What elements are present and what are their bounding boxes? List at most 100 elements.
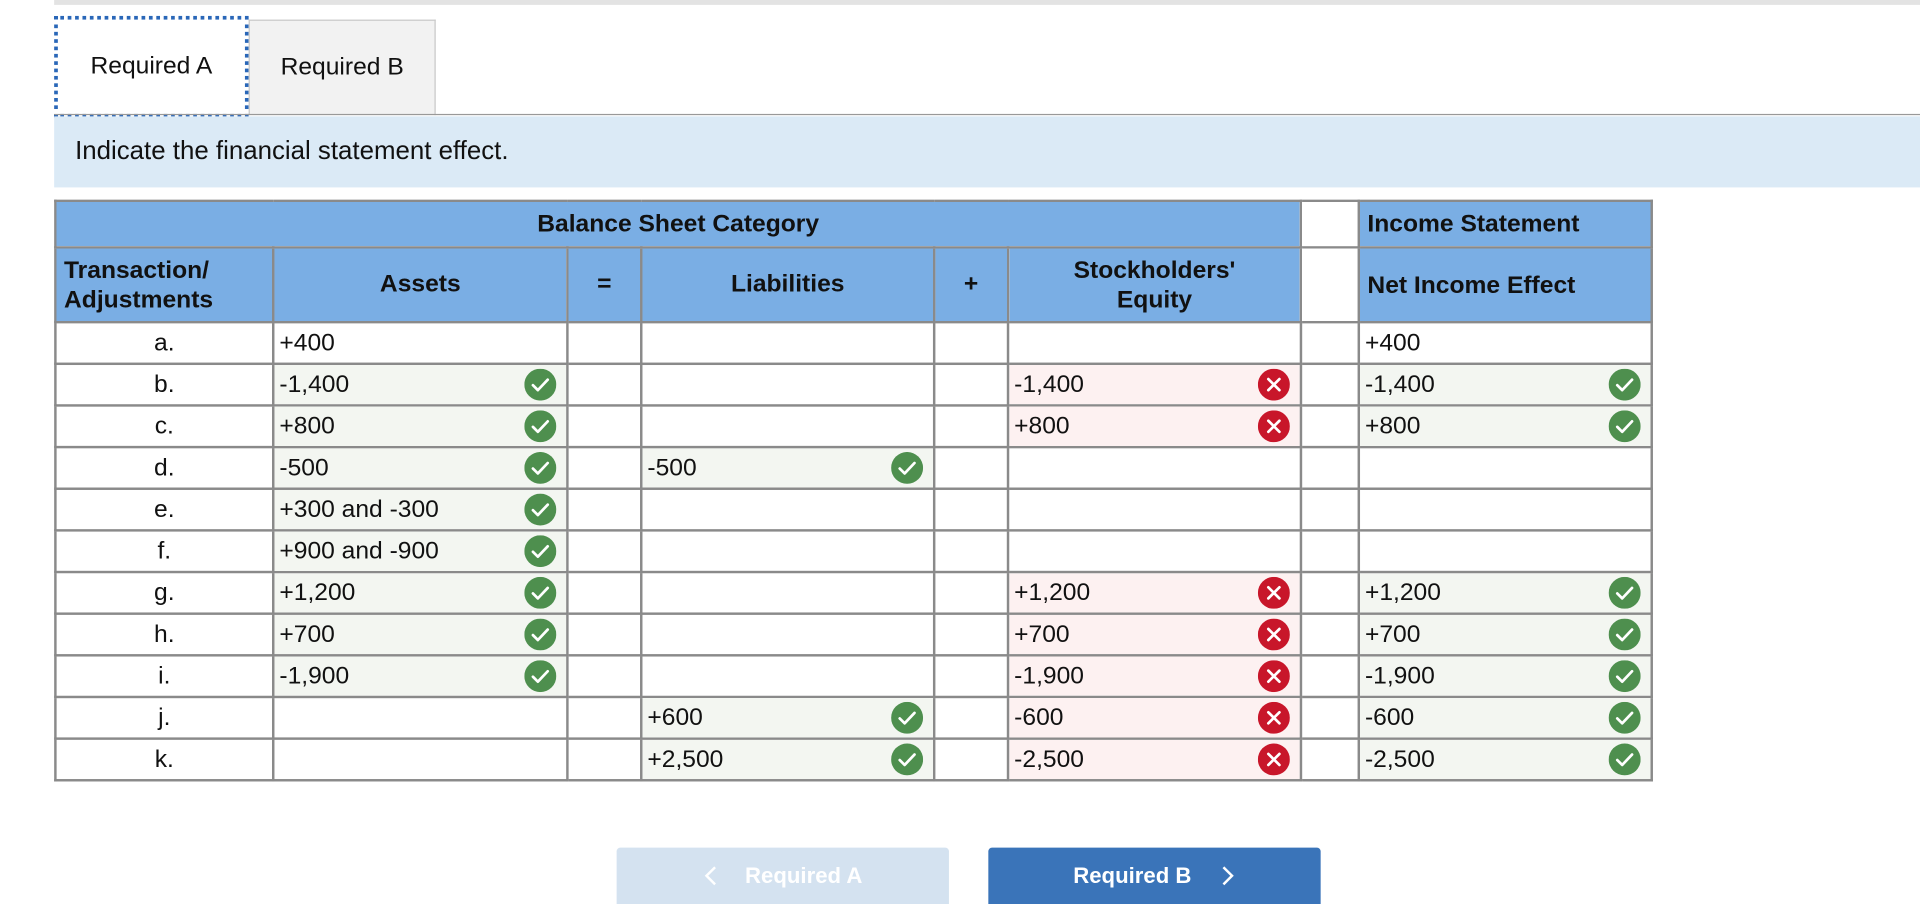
- column-spacer: [1299, 487, 1361, 532]
- prev-button-label: Required A: [745, 862, 863, 888]
- column-spacer: [1299, 445, 1361, 490]
- net-income-cell[interactable]: [1357, 445, 1653, 490]
- equals-spacer: [566, 487, 643, 532]
- next-button[interactable]: Required B: [988, 847, 1321, 904]
- liabilities-cell[interactable]: [640, 612, 936, 657]
- equity-value: -1,400: [1014, 370, 1084, 398]
- liabilities-cell[interactable]: [640, 570, 936, 615]
- equity-cell[interactable]: -600: [1006, 695, 1303, 740]
- table-row: g. +1,200 +1,200 +1,200: [54, 570, 1653, 615]
- net-income-cell[interactable]: +800: [1357, 404, 1653, 449]
- liabilities-cell[interactable]: +600: [640, 695, 936, 740]
- equity-cell[interactable]: [1006, 487, 1303, 532]
- plus-spacer: [932, 320, 1010, 366]
- assets-value: +400: [279, 328, 335, 356]
- prev-button[interactable]: Required A: [616, 847, 949, 904]
- tab-required-b[interactable]: Required B: [248, 19, 436, 116]
- equals-spacer: [566, 612, 643, 657]
- chevron-right-icon: [1221, 865, 1236, 887]
- assets-cell[interactable]: +800: [272, 404, 569, 449]
- column-spacer: [1299, 570, 1361, 615]
- liabilities-cell[interactable]: +2,500: [640, 737, 936, 782]
- assets-cell[interactable]: +1,200: [272, 570, 569, 615]
- assets-value: +300 and -300: [279, 495, 439, 523]
- equity-cell[interactable]: [1006, 320, 1303, 366]
- assets-cell[interactable]: [272, 737, 569, 782]
- equals-spacer: [566, 320, 643, 366]
- check-circle-icon: [524, 535, 557, 568]
- assets-cell[interactable]: -500: [272, 445, 569, 490]
- net-income-cell[interactable]: +700: [1357, 612, 1653, 657]
- net-income-cell[interactable]: +1,200: [1357, 570, 1653, 615]
- next-button-label: Required B: [1073, 862, 1192, 888]
- transaction-label: j.: [54, 695, 275, 740]
- column-spacer: [1299, 612, 1361, 657]
- liabilities-cell[interactable]: [640, 654, 936, 699]
- net-income-cell[interactable]: [1357, 487, 1653, 532]
- assets-cell[interactable]: +900 and -900: [272, 529, 569, 574]
- plus-spacer: [932, 737, 1010, 782]
- equity-value: -2,500: [1014, 745, 1084, 773]
- equity-cell[interactable]: -2,500: [1006, 737, 1303, 782]
- table-row: f. +900 and -900: [54, 529, 1653, 574]
- equity-cell[interactable]: -1,400: [1006, 362, 1303, 407]
- liabilities-cell[interactable]: [640, 487, 936, 532]
- table-row: k. +2,500 -2,500 -2,500: [54, 737, 1653, 782]
- tab-required-a[interactable]: Required A: [54, 15, 249, 118]
- transaction-label: d.: [54, 445, 275, 490]
- equity-cell[interactable]: -1,900: [1006, 654, 1303, 699]
- equals-spacer: [566, 529, 643, 574]
- equals-spacer: [566, 404, 643, 449]
- check-circle-icon: [891, 743, 924, 776]
- net-income-cell[interactable]: +400: [1357, 320, 1653, 366]
- tab-label: Required B: [280, 53, 404, 81]
- x-circle-icon: [1257, 410, 1290, 443]
- equity-cell[interactable]: +800: [1006, 404, 1303, 449]
- x-circle-icon: [1257, 701, 1290, 734]
- liabilities-cell[interactable]: -500: [640, 445, 936, 490]
- assets-header: Assets: [272, 246, 569, 324]
- transaction-label: k.: [54, 737, 275, 782]
- equity-cell[interactable]: [1006, 445, 1303, 490]
- check-circle-icon: [524, 410, 557, 443]
- equity-cell[interactable]: +700: [1006, 612, 1303, 657]
- net-income-cell[interactable]: -1,900: [1357, 654, 1653, 699]
- liabilities-value: +600: [647, 703, 703, 731]
- net-income-cell[interactable]: -2,500: [1357, 737, 1653, 782]
- assets-cell[interactable]: -1,400: [272, 362, 569, 407]
- liabilities-cell[interactable]: [640, 320, 936, 366]
- equity-header: Stockholders' Equity: [1006, 246, 1303, 324]
- assets-cell[interactable]: +400: [272, 320, 569, 366]
- transaction-label: g.: [54, 570, 275, 615]
- liabilities-cell[interactable]: [640, 404, 936, 449]
- net-income-value: -1,400: [1364, 370, 1435, 398]
- liabilities-header: Liabilities: [640, 246, 936, 324]
- assets-cell[interactable]: +700: [272, 612, 569, 657]
- equity-value: +800: [1014, 412, 1070, 440]
- assets-cell[interactable]: +300 and -300: [272, 487, 569, 532]
- liabilities-value: -500: [647, 453, 697, 481]
- check-circle-icon: [1608, 368, 1641, 401]
- equity-value: -1,900: [1014, 662, 1084, 690]
- column-spacer: [1299, 529, 1361, 574]
- net-income-cell[interactable]: [1357, 529, 1653, 574]
- net-income-cell[interactable]: -600: [1357, 695, 1653, 740]
- equity-cell[interactable]: [1006, 529, 1303, 574]
- plus-spacer: [932, 445, 1010, 490]
- liabilities-cell[interactable]: [640, 529, 936, 574]
- liabilities-cell[interactable]: [640, 362, 936, 407]
- assets-cell[interactable]: [272, 695, 569, 740]
- table-row: a. +400 +400: [54, 320, 1653, 366]
- check-circle-icon: [1608, 618, 1641, 651]
- check-circle-icon: [1608, 701, 1641, 734]
- net-income-cell[interactable]: -1,400: [1357, 362, 1653, 407]
- tabs-divider: [54, 113, 1920, 116]
- assets-cell[interactable]: -1,900: [272, 654, 569, 699]
- plus-spacer: [932, 362, 1010, 407]
- equals-spacer: [566, 695, 643, 740]
- equity-cell[interactable]: +1,200: [1006, 570, 1303, 615]
- assets-value: -1,400: [279, 370, 350, 398]
- check-circle-icon: [1608, 410, 1641, 443]
- net-income-value: -2,500: [1364, 745, 1435, 773]
- table-row: b. -1,400 -1,400 -1,400: [54, 362, 1653, 407]
